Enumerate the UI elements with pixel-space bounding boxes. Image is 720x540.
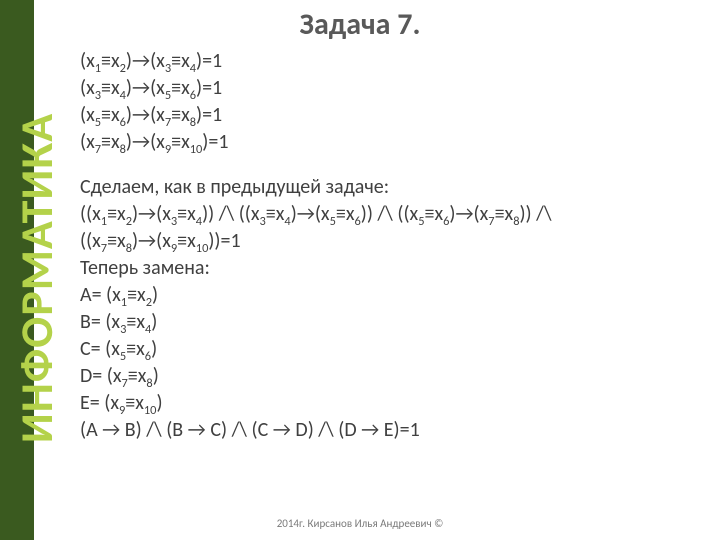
side-label: ИНФОРМАТИКА — [9, 38, 65, 518]
sub-a: A= (x1≡x2) — [80, 282, 710, 309]
sub-e: E= (x9≡x10) — [80, 390, 710, 417]
sub-b: B= (x3≡x4) — [80, 309, 710, 336]
sub-c: C= (x5≡x6) — [80, 336, 710, 363]
slide-title: Задача 7. — [0, 6, 720, 43]
sub-d: D= (x7≡x8) — [80, 363, 710, 390]
eq-line-6: ((x7≡x8)→(x9≡x10))=1 — [80, 228, 710, 255]
eq-line-5: ((x1≡x2)→(x3≡x4)) /\ ((x3≡x4)→(x5≡x6)) /… — [80, 201, 710, 228]
eq-line-2: (x3≡x4)→(x5≡x6)=1 — [80, 75, 710, 102]
eq-line-3: (x5≡x6)→(x7≡x8)=1 — [80, 102, 710, 129]
text-line-1: Сделаем, как в предыдущей задаче: — [80, 174, 710, 201]
slide-body: (x1≡x2)→(x3≡x4)=1 (x3≡x4)→(x5≡x6)=1 (x5≡… — [80, 48, 710, 444]
final-line: (A → B) /\ (B → C) /\ (C → D) /\ (D → E)… — [80, 417, 710, 444]
eq-line-1: (x1≡x2)→(x3≡x4)=1 — [80, 48, 710, 75]
text-line-2: Теперь замена: — [80, 255, 710, 282]
footer-copyright: 2014г. Кирсанов Илья Андреевич © — [0, 517, 720, 530]
eq-line-4: (x7≡x8)→(x9≡x10)=1 — [80, 129, 710, 156]
